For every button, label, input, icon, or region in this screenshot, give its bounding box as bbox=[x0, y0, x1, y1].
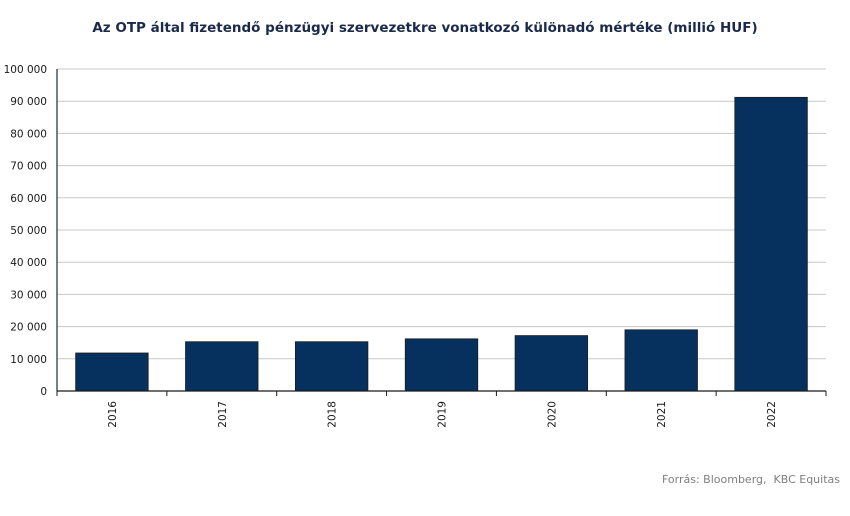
y-tick-label: 40 000 bbox=[10, 257, 47, 269]
y-tick-label: 50 000 bbox=[10, 225, 47, 237]
axes bbox=[56, 69, 827, 396]
bar-2019 bbox=[404, 338, 479, 392]
x-tick-label: 2018 bbox=[327, 401, 339, 428]
y-tick-label: 60 000 bbox=[10, 193, 47, 205]
bar-2020 bbox=[514, 335, 589, 392]
x-axis-tick-labels: 2016 2017 2018 2019 2020 2021 2022 bbox=[107, 401, 778, 428]
y-tick-label: 70 000 bbox=[10, 161, 47, 173]
y-tick-label: 80 000 bbox=[10, 128, 47, 140]
x-tick-label: 2016 bbox=[107, 401, 119, 428]
y-tick-label: 20 000 bbox=[10, 322, 47, 334]
x-tick-label: 2022 bbox=[766, 401, 778, 428]
bar-2022 bbox=[734, 96, 808, 392]
x-tick-label: 2017 bbox=[217, 401, 229, 428]
bars bbox=[75, 96, 808, 392]
y-tick-label: 100 000 bbox=[4, 64, 47, 76]
y-tick-label: 10 000 bbox=[10, 354, 47, 366]
bar-2021 bbox=[624, 329, 698, 392]
y-tick-label: 90 000 bbox=[10, 96, 47, 108]
source-note: Forrás: Bloomberg, KBC Equitas bbox=[661, 473, 840, 486]
x-tick-label: 2019 bbox=[437, 401, 449, 428]
x-tick-label: 2020 bbox=[546, 401, 558, 428]
y-tick-label: 0 bbox=[40, 386, 47, 398]
y-tick-label: 30 000 bbox=[10, 289, 47, 301]
x-tick-label: 2021 bbox=[656, 401, 668, 428]
chart-title: Az OTP által fizetendő pénzügyi szerveze… bbox=[92, 20, 758, 36]
bar-2018 bbox=[294, 341, 369, 392]
bar-2017 bbox=[185, 341, 259, 392]
bar-2016 bbox=[75, 352, 149, 392]
y-axis-tick-labels: 0 10 000 20 000 30 000 40 000 50 000 60 000 70 … bbox=[4, 64, 47, 398]
gridlines bbox=[57, 68, 826, 360]
